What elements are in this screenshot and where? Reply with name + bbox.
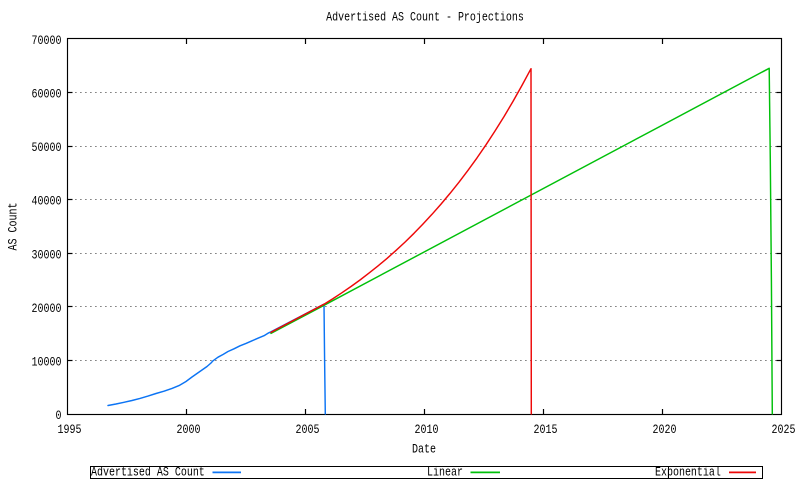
svg-text:2015: 2015 bbox=[534, 424, 558, 437]
svg-text:2000: 2000 bbox=[177, 424, 201, 437]
svg-text:2020: 2020 bbox=[653, 424, 677, 437]
svg-text:70000: 70000 bbox=[32, 35, 62, 48]
svg-text:30000: 30000 bbox=[32, 249, 62, 262]
svg-text:Exponential: Exponential bbox=[655, 467, 721, 480]
svg-text:60000: 60000 bbox=[32, 89, 62, 102]
svg-text:20000: 20000 bbox=[32, 303, 62, 316]
svg-text:10000: 10000 bbox=[32, 357, 62, 370]
svg-text:2010: 2010 bbox=[415, 424, 439, 437]
svg-text:Advertised AS Count - Projecti: Advertised AS Count - Projections bbox=[326, 12, 524, 25]
svg-text:Advertised AS Count: Advertised AS Count bbox=[91, 467, 205, 480]
svg-text:Linear: Linear bbox=[427, 467, 463, 480]
svg-text:50000: 50000 bbox=[32, 142, 62, 155]
svg-text:2025: 2025 bbox=[772, 424, 796, 437]
svg-text:AS Count: AS Count bbox=[8, 203, 21, 251]
svg-text:40000: 40000 bbox=[32, 196, 62, 209]
svg-text:2005: 2005 bbox=[296, 424, 320, 437]
svg-text:0: 0 bbox=[56, 410, 62, 423]
svg-text:1995: 1995 bbox=[58, 424, 82, 437]
svg-text:Date: Date bbox=[412, 443, 436, 456]
